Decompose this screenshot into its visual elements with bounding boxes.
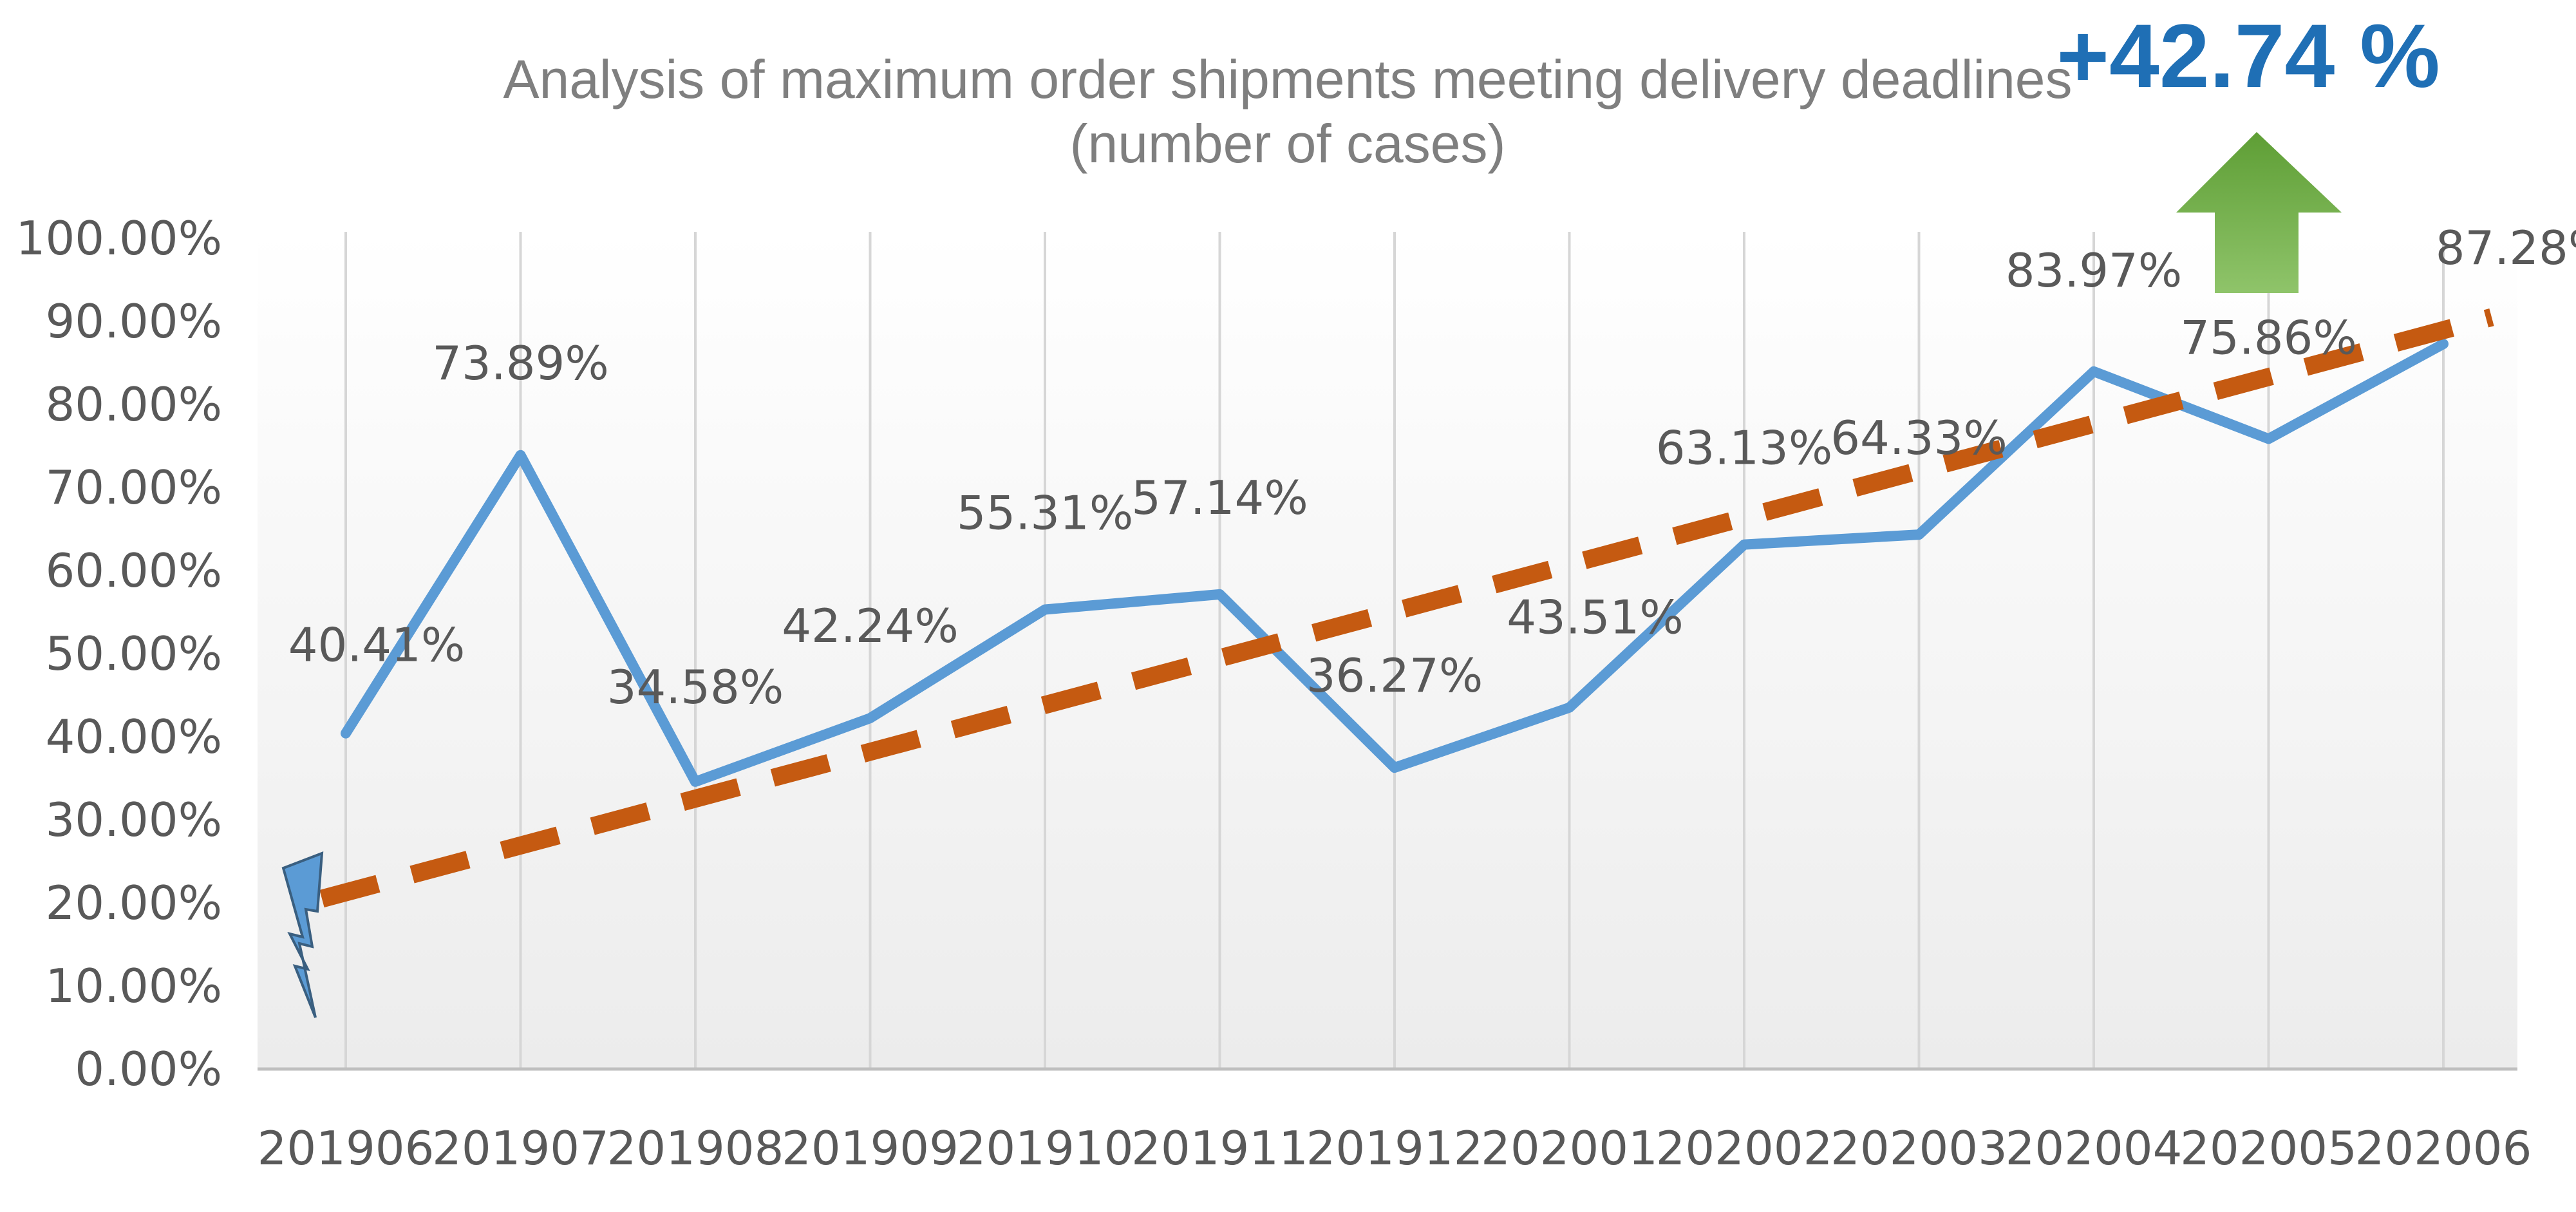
y-tick-label: 80.00% bbox=[45, 377, 222, 431]
data-label: 42.24% bbox=[782, 599, 959, 653]
x-tick-label: 201912 bbox=[1306, 1121, 1483, 1175]
data-labels: 40.41% 73.89% 34.58% 42.24% 55.31%57.14% 36.2… bbox=[288, 221, 2576, 714]
vertical-gridlines bbox=[344, 232, 2445, 1069]
trend-line bbox=[319, 308, 2494, 908]
data-label: 64.33% bbox=[1830, 411, 2007, 465]
y-tick-label: 70.00% bbox=[45, 460, 222, 515]
y-tick-label: 40.00% bbox=[45, 710, 222, 764]
chart-title: Analysis of maximum order shipments meet… bbox=[503, 49, 2072, 109]
y-tick-label: 60.00% bbox=[45, 544, 222, 598]
x-tick-label: 202002 bbox=[1656, 1121, 1833, 1175]
y-tick-label: 30.00% bbox=[45, 793, 222, 847]
x-tick-label: 202006 bbox=[2355, 1121, 2532, 1175]
percent-change-annotation: +42.74 % bbox=[2056, 5, 2440, 106]
data-label: 55.31% bbox=[957, 486, 1134, 540]
x-tick-label: 202005 bbox=[2180, 1121, 2357, 1175]
chart-subtitle: (number of cases) bbox=[1070, 113, 1506, 174]
data-label: 75.86% bbox=[2180, 310, 2357, 365]
x-axis-tick-labels: 2019062019072019082019092019102019112019… bbox=[258, 1121, 2532, 1175]
series-line bbox=[341, 339, 2449, 787]
x-tick-label: 202003 bbox=[1830, 1121, 2007, 1175]
axis-break-icon bbox=[281, 851, 324, 1018]
data-label: 83.97% bbox=[2006, 243, 2183, 298]
x-tick-label: 201907 bbox=[432, 1121, 609, 1175]
x-tick-label: 202001 bbox=[1481, 1121, 1658, 1175]
x-tick-label: 201906 bbox=[258, 1121, 435, 1175]
data-label: 63.13% bbox=[1656, 421, 1833, 475]
y-tick-label: 50.00% bbox=[45, 627, 222, 681]
data-label: 73.89% bbox=[432, 336, 609, 390]
data-label: 36.27% bbox=[1306, 649, 1483, 703]
x-tick-label: 202004 bbox=[2006, 1121, 2183, 1175]
y-axis-tick-labels: 0.00% 10.00% 20.00% 30.00% 40.00% 50.00% 60.00… bbox=[16, 211, 222, 1096]
x-tick-label: 201908 bbox=[607, 1121, 784, 1175]
data-label: 57.14% bbox=[1131, 471, 1308, 525]
x-tick-label: 201910 bbox=[957, 1121, 1134, 1175]
y-tick-label: 20.00% bbox=[45, 876, 222, 930]
data-label: 87.28% bbox=[2436, 221, 2576, 275]
y-tick-label: 90.00% bbox=[45, 294, 222, 348]
y-tick-label: 100.00% bbox=[16, 211, 222, 265]
data-label: 34.58% bbox=[607, 660, 784, 714]
data-label: 40.41% bbox=[288, 618, 465, 672]
y-tick-label: 10.00% bbox=[45, 959, 222, 1013]
y-tick-label: 0.00% bbox=[75, 1042, 222, 1096]
x-tick-label: 201909 bbox=[782, 1121, 959, 1175]
plot-background bbox=[258, 232, 2517, 1069]
up-arrow-icon bbox=[2176, 132, 2342, 293]
data-label: 43.51% bbox=[1507, 591, 1684, 645]
x-tick-label: 201911 bbox=[1131, 1121, 1308, 1175]
